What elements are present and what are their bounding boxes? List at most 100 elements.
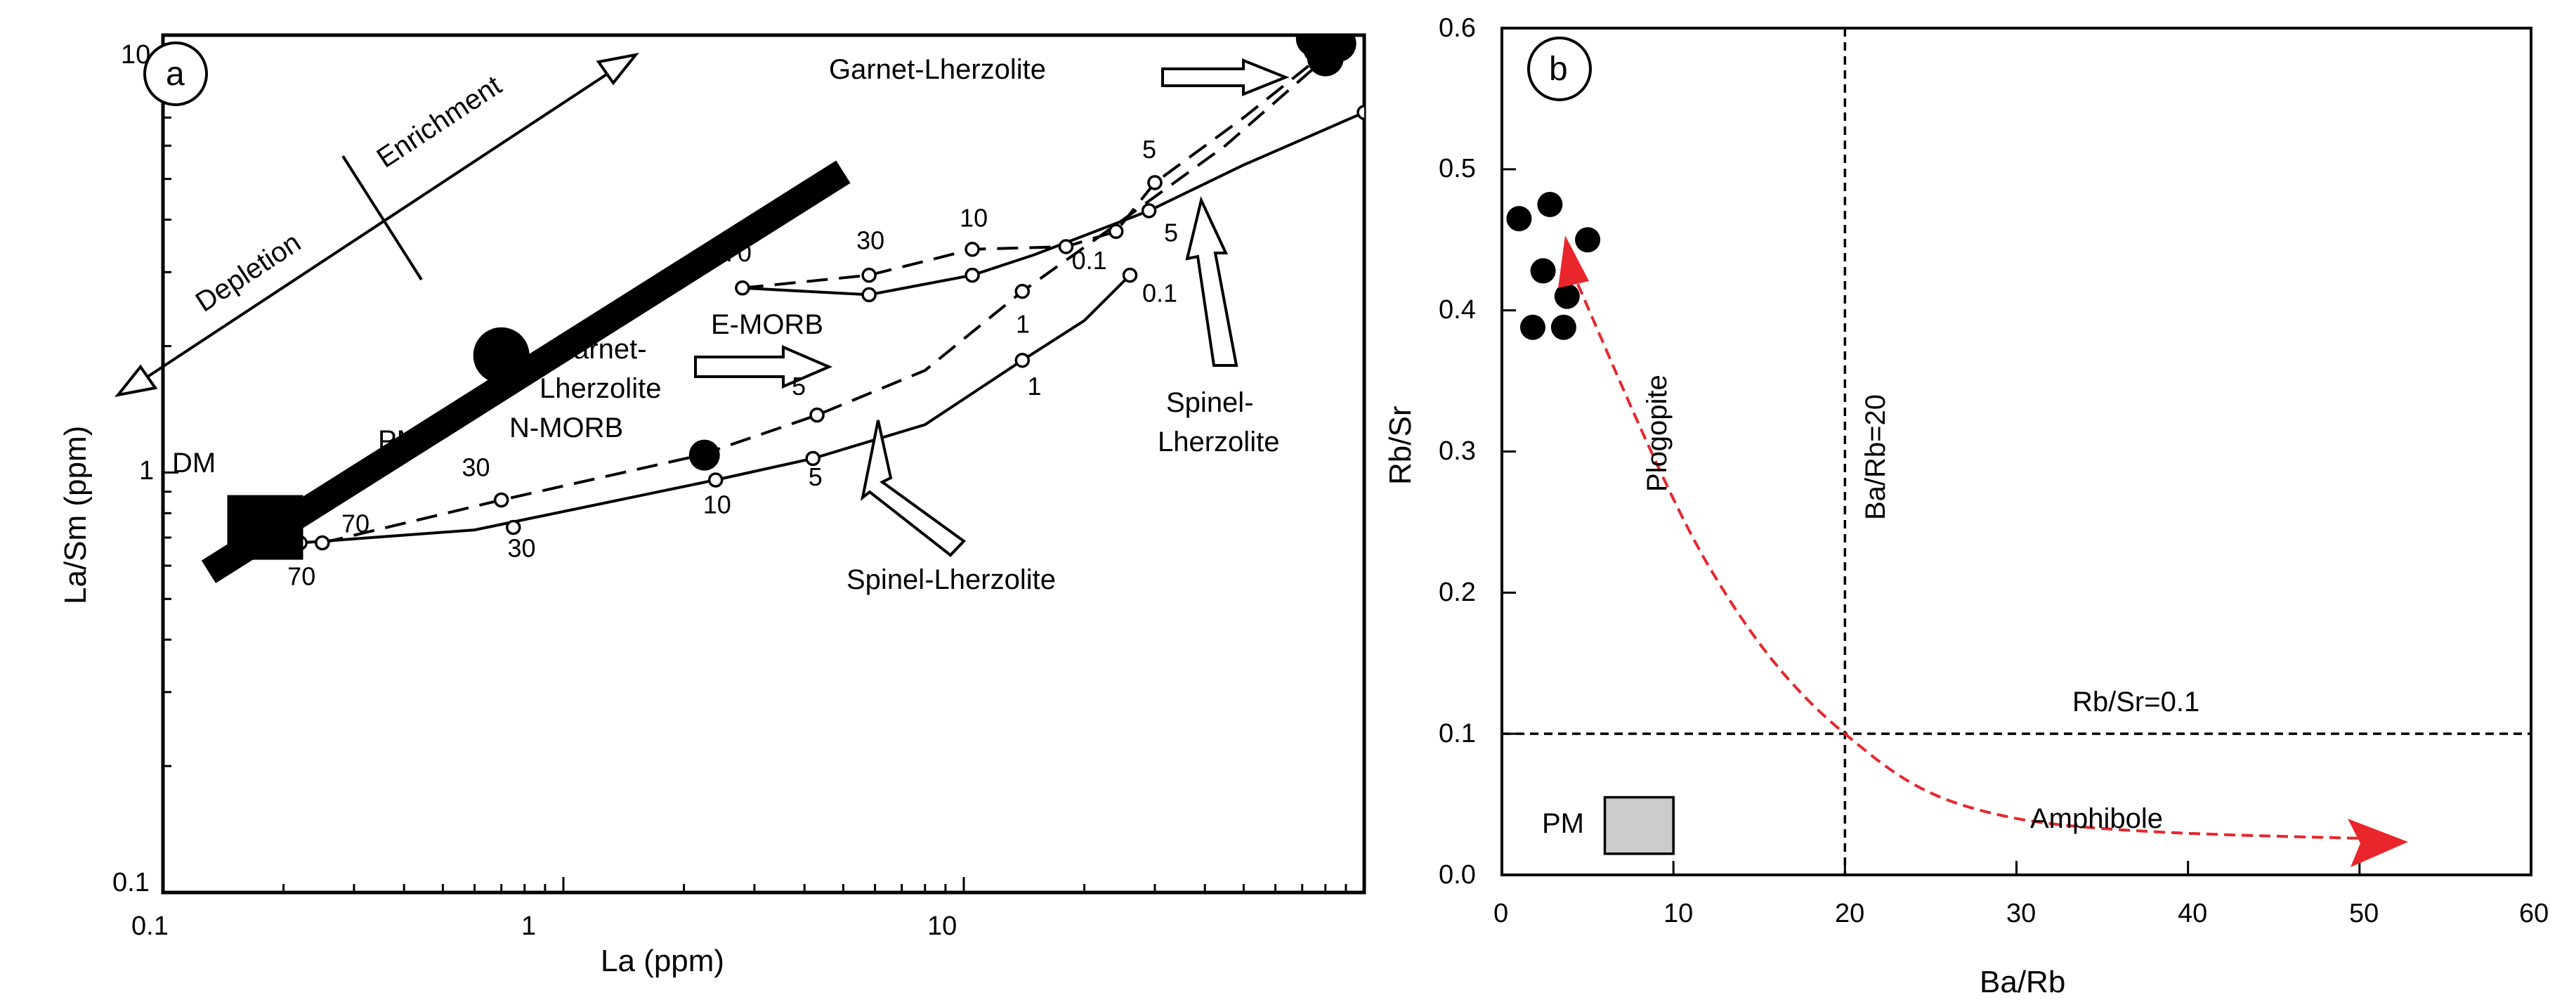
panel-b-badge bbox=[1527, 37, 1592, 101]
dm-point bbox=[227, 495, 303, 560]
b-xtick-30: 30 bbox=[2006, 899, 2036, 928]
b-ytick-0.5: 0.5 bbox=[1439, 154, 1476, 183]
a-xtick-1: 1 bbox=[521, 911, 536, 941]
marker-garnet-lherzolite-upper bbox=[861, 267, 877, 283]
curve-label: 0.1 bbox=[1142, 278, 1177, 307]
panel-a: 0.1 1 10 0.1 1 10 La (ppm) La/Sm (ppm) D… bbox=[58, 33, 1366, 978]
a-xtick-0.1: 0.1 bbox=[131, 911, 169, 941]
spinel-bottom-label: Spinel-Lherzolite bbox=[846, 564, 1056, 595]
b-ytick-0.6: 0.6 bbox=[1439, 13, 1476, 43]
b-xtick-50: 50 bbox=[2349, 899, 2379, 928]
trend-arrowhead-right bbox=[2348, 819, 2408, 867]
a-ytick-1: 1 bbox=[139, 456, 154, 486]
curve-label: 1 bbox=[1027, 372, 1041, 401]
spinel-right-label-1: Spinel- bbox=[1166, 387, 1254, 418]
marker-garnet-lherzolite-upper bbox=[1147, 175, 1163, 190]
enrichment-arrowhead bbox=[596, 53, 639, 86]
panel-b-points bbox=[1506, 192, 1601, 340]
marker-garnet-lherzolite-lower bbox=[493, 492, 509, 508]
panel-a-badge-label: a bbox=[166, 56, 185, 93]
curve-label: 5 bbox=[1142, 135, 1156, 164]
spinel-right-arrow bbox=[1185, 195, 1238, 367]
b-ytick-0.0: 0.0 bbox=[1439, 860, 1476, 890]
a-xaxis-label: La (ppm) bbox=[601, 944, 724, 978]
curve-label: 30 bbox=[462, 453, 490, 482]
depletion-enrichment-divider bbox=[341, 155, 423, 281]
depletion-label: Depletion bbox=[190, 227, 306, 318]
panel-a-markers bbox=[292, 105, 1364, 551]
b-ytick-0.2: 0.2 bbox=[1439, 578, 1476, 607]
rb-sr-0.1-label: Rb/Sr=0.1 bbox=[2072, 687, 2199, 717]
panel-b: 0 10 20 30 40 50 60 0.0 0.1 0.2 0.3 0.4 … bbox=[1383, 13, 2549, 999]
curve-label: 30 bbox=[856, 226, 884, 255]
marker-spinel-lherzolite-lower bbox=[805, 450, 821, 467]
depletion-enrichment-arrow-line bbox=[133, 65, 620, 387]
marker-spinel-lherzolite-upper bbox=[965, 267, 980, 283]
b-xtick-10: 10 bbox=[1663, 899, 1693, 928]
sample-point bbox=[1575, 227, 1601, 253]
mantle-array-bar bbox=[201, 160, 851, 583]
series-garnet-lherzolite-lower bbox=[322, 60, 1322, 545]
b-xtick-60: 60 bbox=[2519, 899, 2549, 928]
emorb-arrow bbox=[694, 344, 833, 389]
pm-box bbox=[1603, 796, 1675, 855]
pm-box-label: PM bbox=[1542, 808, 1584, 839]
garnet-mid-label-2: Lherzolite bbox=[540, 373, 661, 404]
marker-garnet-lherzolite-lower bbox=[1014, 283, 1031, 299]
garnet-cluster bbox=[1295, 35, 1356, 77]
curve-label: 5 bbox=[1164, 219, 1178, 247]
series-garnet-lherzolite-upper bbox=[742, 51, 1327, 290]
sample-point bbox=[1537, 192, 1563, 218]
b-ytick-0.3: 0.3 bbox=[1439, 436, 1476, 466]
b-xtick-0: 0 bbox=[1493, 899, 1508, 928]
b-ytick-0.4: 0.4 bbox=[1439, 295, 1476, 325]
panel-a-ticks bbox=[162, 51, 1347, 894]
depletion-arrowhead bbox=[115, 364, 158, 397]
marker-garnet-lherzolite-upper bbox=[965, 241, 980, 257]
curve-label: 1 bbox=[1016, 310, 1030, 339]
curve-label: 0.1 bbox=[1072, 246, 1107, 275]
panel-a-curve-labels: 70 70 30 30 10 5 5 1 1 0.1 0.1 70 30 10 5 5 bbox=[287, 135, 1178, 590]
a-yaxis-label: La/Sm (ppm) bbox=[58, 426, 93, 604]
enrichment-label: Enrichment bbox=[372, 70, 507, 174]
curve-label: 10 bbox=[960, 203, 988, 232]
amphibole-label: Amphibole bbox=[2030, 803, 2163, 834]
marker-spinel-lherzolite-upper bbox=[1356, 105, 1364, 120]
b-ytick-0.1: 0.1 bbox=[1439, 719, 1476, 748]
series-spinel-lherzolite-upper bbox=[742, 111, 1364, 297]
dm-label: DM bbox=[172, 448, 216, 479]
panel-a-frame bbox=[161, 33, 1366, 895]
marker-spinel-lherzolite-lower bbox=[1014, 352, 1031, 368]
garnet-top-arrow bbox=[1161, 58, 1290, 96]
curve-label: 70 bbox=[341, 509, 370, 538]
sample-point bbox=[1530, 258, 1556, 284]
spinel-right-label-2: Lherzolite bbox=[1158, 427, 1279, 457]
b-xaxis-label: Ba/Rb bbox=[1980, 965, 2065, 999]
phlogopite-label: Plogopite bbox=[1642, 375, 1673, 492]
panel-b-badge-label: b bbox=[1549, 51, 1568, 88]
trend-arrowhead-up bbox=[1558, 235, 1589, 288]
garnet-point bbox=[1307, 39, 1344, 77]
nmorb-point bbox=[688, 439, 720, 471]
nmorb-label: N-MORB bbox=[509, 413, 623, 443]
marker-spinel-lherzolite-lower bbox=[1122, 267, 1138, 283]
marker-spinel-lherzolite-upper bbox=[735, 280, 750, 296]
sample-point bbox=[1506, 206, 1532, 232]
panel-a-badge bbox=[143, 41, 208, 106]
marker-garnet-lherzolite-upper bbox=[1108, 223, 1124, 240]
sample-point bbox=[1519, 314, 1545, 340]
garnet-mid-label-1: Garnet- bbox=[551, 334, 647, 365]
spinel-bottom-arrow bbox=[860, 420, 967, 557]
marker-garnet-lherzolite-lower bbox=[315, 535, 330, 551]
marker-garnet-lherzolite-upper bbox=[1058, 239, 1074, 254]
marker-spinel-lherzolite-lower bbox=[707, 472, 724, 488]
b-xtick-20: 20 bbox=[1835, 899, 1864, 928]
b-xtick-40: 40 bbox=[2178, 899, 2207, 928]
curve-label: 5 bbox=[792, 372, 806, 401]
pm-point bbox=[473, 327, 530, 384]
garnet-top-label: Garnet-Lherzolite bbox=[829, 54, 1046, 85]
b-yaxis-label: Rb/Sr bbox=[1383, 406, 1418, 485]
curve-label: 70 bbox=[724, 238, 752, 267]
curve-label: 70 bbox=[287, 561, 315, 590]
curve-label: 5 bbox=[809, 462, 823, 491]
